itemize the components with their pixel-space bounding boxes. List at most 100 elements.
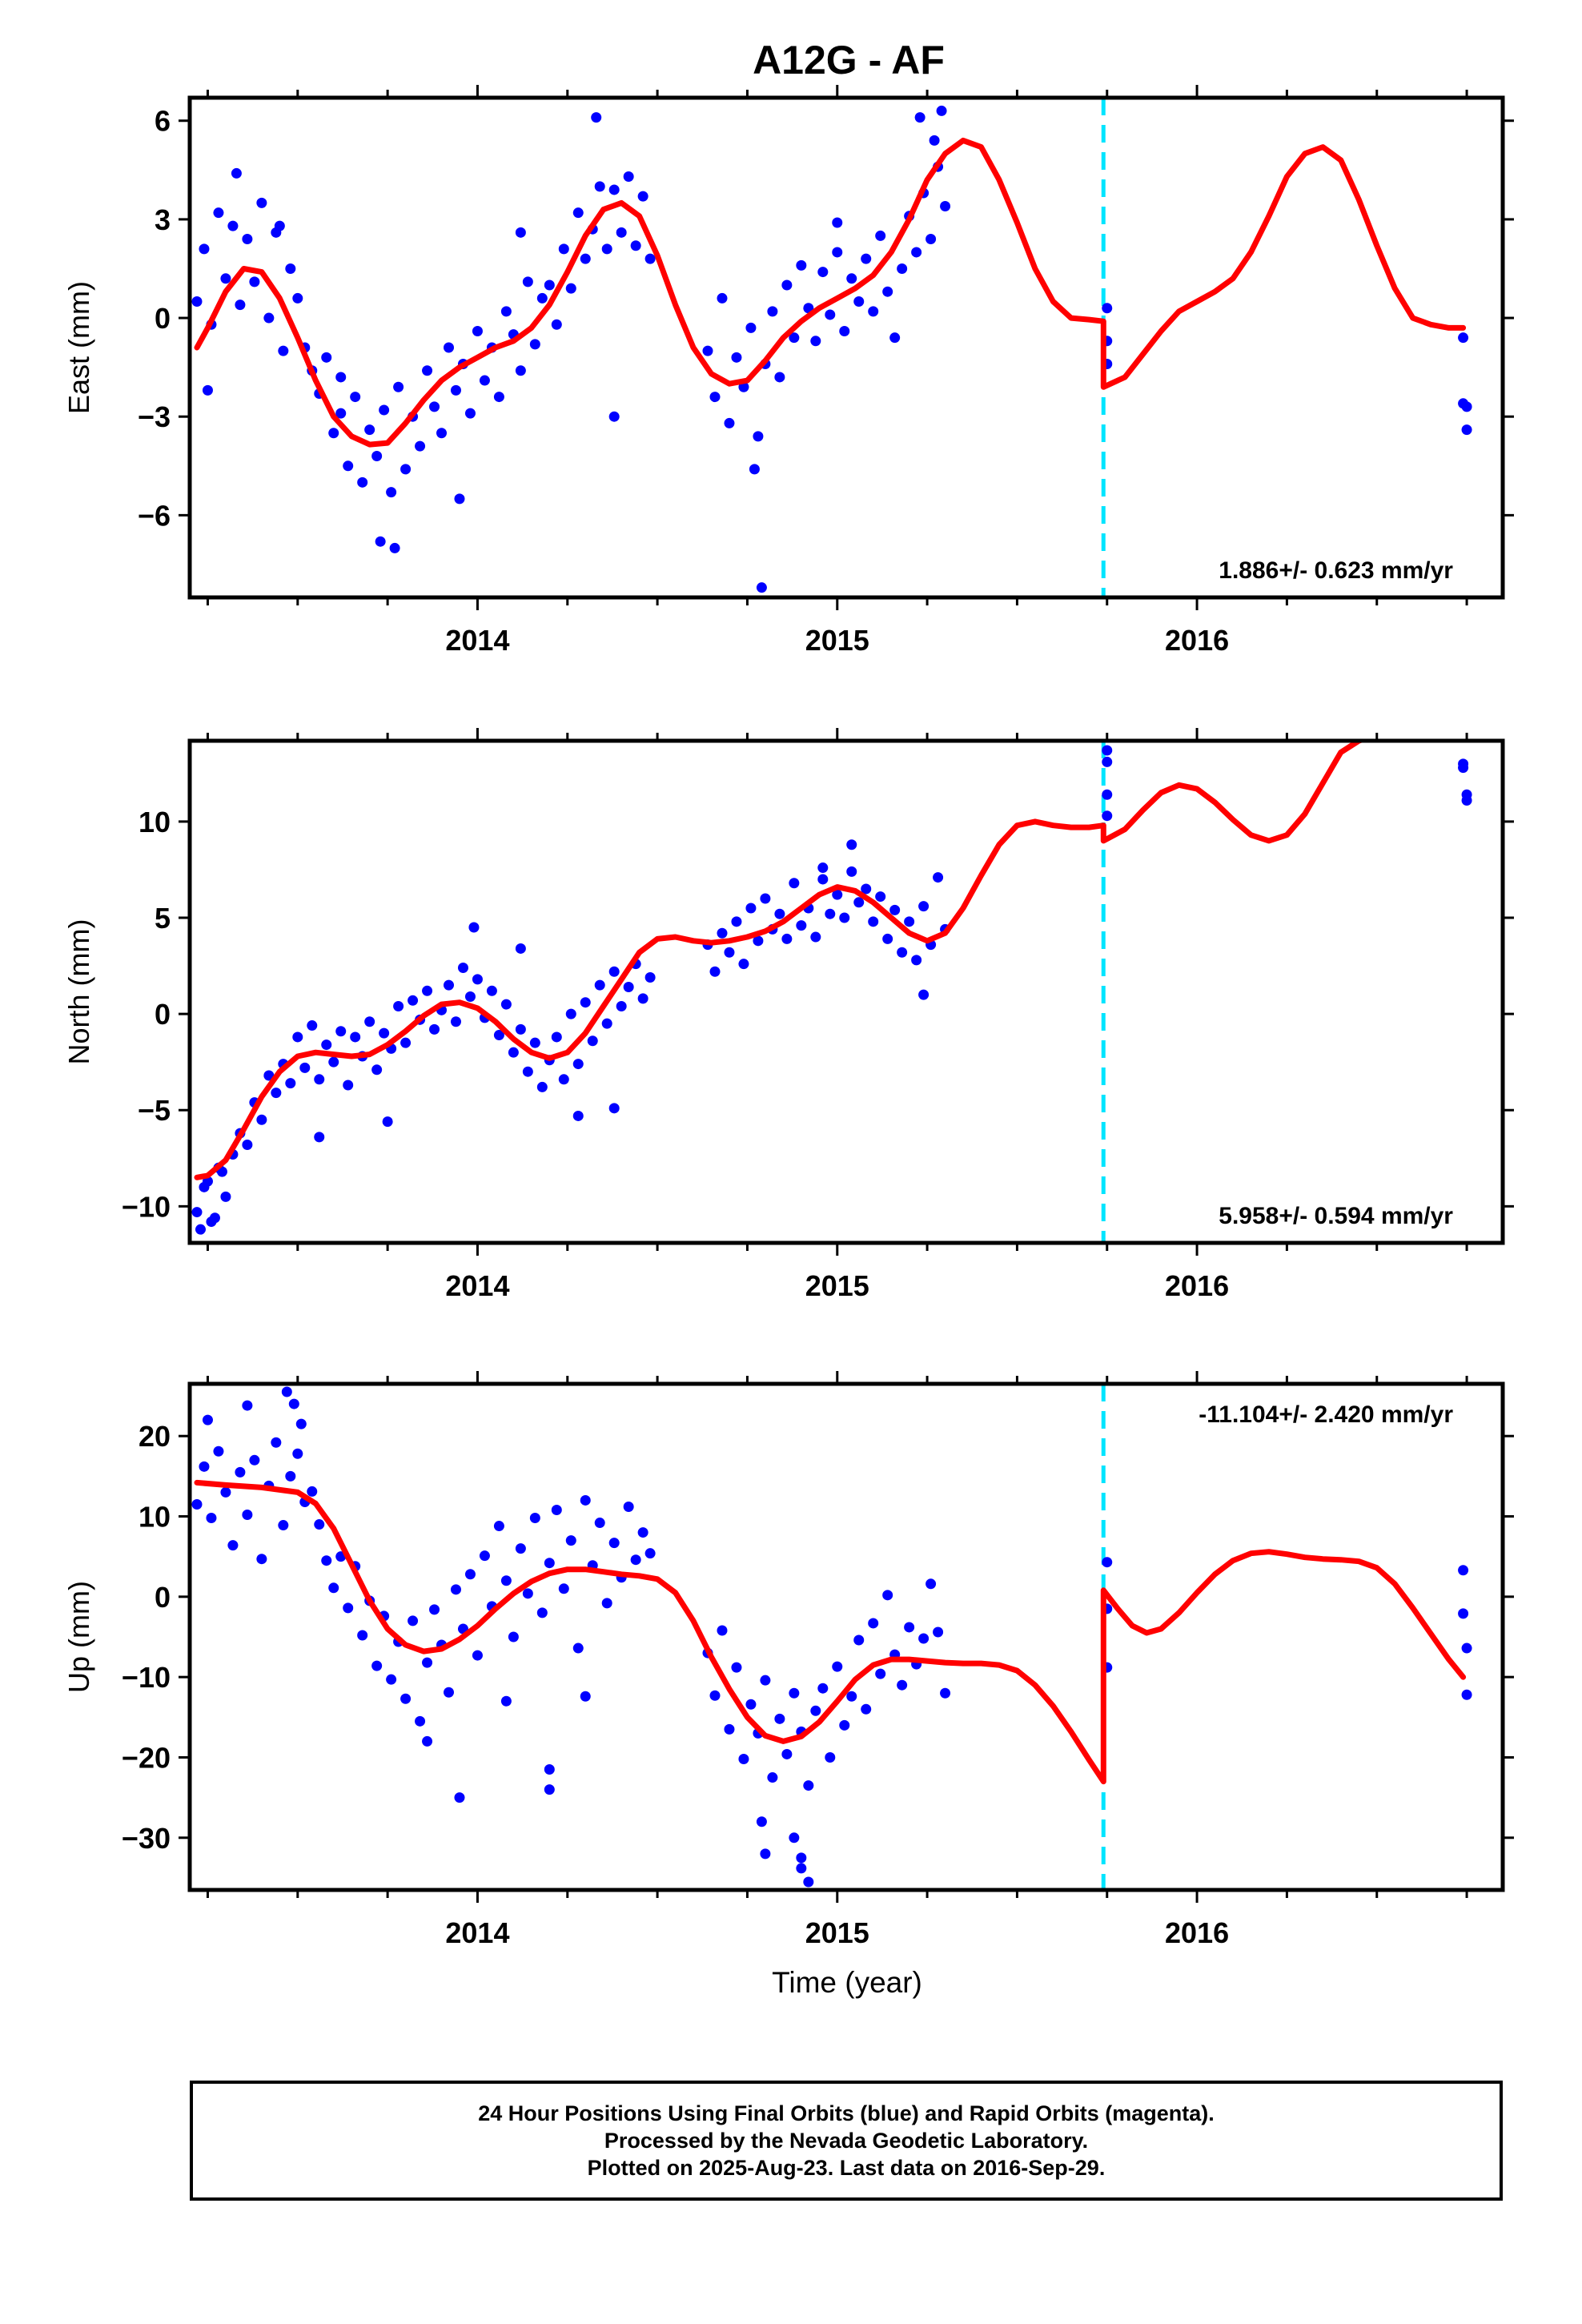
data-point xyxy=(386,487,397,498)
data-point xyxy=(914,112,926,123)
data-point xyxy=(479,1550,490,1562)
data-point xyxy=(591,112,602,123)
data-point xyxy=(444,342,455,353)
data-point xyxy=(558,1583,569,1594)
y-tick-label: −20 xyxy=(122,1741,171,1774)
data-point xyxy=(738,1753,749,1764)
data-point xyxy=(709,1690,721,1701)
data-point xyxy=(702,345,713,356)
data-point xyxy=(731,1662,742,1673)
y-tick-label: −10 xyxy=(122,1661,171,1694)
data-point xyxy=(314,1519,325,1530)
data-point xyxy=(1102,1557,1113,1568)
data-point xyxy=(386,1674,397,1685)
data-point xyxy=(897,947,908,958)
data-point xyxy=(191,1498,203,1510)
data-point xyxy=(853,1634,865,1646)
data-point xyxy=(278,1520,289,1531)
data-point xyxy=(278,345,289,356)
data-point xyxy=(195,1224,206,1235)
data-point xyxy=(756,1816,767,1827)
data-point xyxy=(479,375,490,386)
data-point xyxy=(918,1633,930,1644)
data-point xyxy=(760,893,771,904)
figure-title: A12G - AF xyxy=(753,38,945,82)
data-point xyxy=(875,230,886,241)
data-point xyxy=(472,1650,483,1661)
data-point xyxy=(825,1751,836,1763)
data-point xyxy=(472,974,483,985)
data-point xyxy=(926,234,937,245)
data-point xyxy=(1102,745,1113,756)
data-point xyxy=(335,1026,347,1037)
data-point xyxy=(206,1513,217,1524)
data-point xyxy=(810,336,821,347)
y-tick-label: 6 xyxy=(155,105,171,138)
x-tick-label: 2015 xyxy=(805,1269,869,1302)
data-point xyxy=(292,1448,303,1459)
data-point xyxy=(644,253,656,264)
data-point xyxy=(933,1626,944,1638)
data-point xyxy=(1458,1565,1469,1576)
data-point xyxy=(572,207,584,219)
data-point xyxy=(551,1031,562,1043)
y-tick-label: 0 xyxy=(155,1581,171,1614)
y-tick-label: 3 xyxy=(155,203,171,236)
data-point xyxy=(307,1020,318,1031)
data-point xyxy=(350,392,361,403)
y-tick-label: 10 xyxy=(139,806,171,838)
data-point xyxy=(371,1660,383,1671)
data-point xyxy=(817,862,829,874)
data-point xyxy=(288,1398,299,1409)
data-point xyxy=(328,428,339,439)
data-point xyxy=(454,493,465,505)
caption-line-3: Plotted on 2025-Aug-23. Last data on 201… xyxy=(587,2156,1106,2180)
data-point xyxy=(940,200,951,211)
data-point xyxy=(630,240,641,251)
data-point xyxy=(486,985,497,996)
data-point xyxy=(271,1437,282,1448)
data-point xyxy=(551,319,562,330)
data-point xyxy=(515,227,526,238)
data-point xyxy=(724,1723,735,1735)
data-point xyxy=(940,1687,951,1699)
data-point xyxy=(745,1699,757,1710)
data-point xyxy=(904,916,915,927)
data-point xyxy=(314,1132,325,1143)
data-point xyxy=(454,1792,465,1803)
data-point xyxy=(572,1059,584,1070)
data-point xyxy=(515,1023,526,1035)
data-point xyxy=(422,1657,433,1668)
data-point xyxy=(500,1575,512,1586)
y-tick-label: 20 xyxy=(139,1420,171,1453)
data-point xyxy=(565,1535,576,1546)
data-point xyxy=(379,1027,390,1039)
data-point xyxy=(608,1538,620,1549)
data-point xyxy=(749,464,760,475)
data-point xyxy=(450,1016,461,1027)
data-point xyxy=(832,247,843,258)
data-point xyxy=(637,191,648,202)
x-axis-label: Time (year) xyxy=(772,1966,922,1999)
y-tick-label: −30 xyxy=(122,1822,171,1855)
data-point xyxy=(1102,810,1113,822)
data-point xyxy=(227,1540,239,1551)
data-point xyxy=(623,1501,634,1512)
x-tick-label: 2015 xyxy=(805,1916,869,1949)
data-point xyxy=(199,1461,210,1472)
data-point xyxy=(717,292,728,304)
y-axis-label: Up (mm) xyxy=(62,1581,95,1693)
data-point xyxy=(263,1070,275,1081)
y-tick-label: −3 xyxy=(138,400,171,433)
data-point xyxy=(321,352,332,363)
data-point xyxy=(601,243,612,255)
data-point xyxy=(500,1695,512,1707)
data-point xyxy=(281,1386,292,1397)
data-point xyxy=(558,1074,569,1085)
data-point xyxy=(263,312,275,324)
data-point xyxy=(1102,789,1113,800)
data-point xyxy=(1461,424,1472,436)
data-point xyxy=(522,276,533,287)
data-point xyxy=(202,384,213,396)
data-point xyxy=(393,381,404,392)
